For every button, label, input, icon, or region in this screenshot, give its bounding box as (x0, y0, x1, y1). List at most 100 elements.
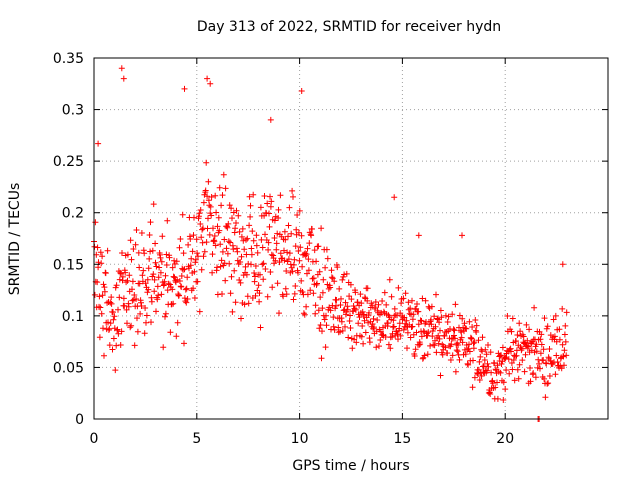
data-point (264, 293, 271, 300)
data-point (274, 230, 281, 237)
data-point (316, 325, 323, 332)
data-point (91, 291, 98, 298)
data-point (209, 269, 216, 276)
data-point (437, 307, 444, 314)
data-point (313, 258, 320, 265)
data-point (333, 297, 340, 303)
data-point (415, 308, 422, 315)
data-point (304, 245, 311, 252)
data-point (157, 254, 164, 261)
data-point (219, 248, 226, 255)
data-point (470, 357, 476, 364)
data-point (291, 290, 298, 297)
data-point (438, 314, 445, 321)
data-point (145, 286, 152, 293)
data-point (187, 262, 194, 269)
data-point (262, 231, 268, 238)
data-point (232, 225, 239, 232)
data-point (153, 263, 160, 270)
data-point (280, 293, 287, 300)
data-point (256, 298, 263, 305)
data-point (110, 309, 116, 316)
data-point (212, 242, 219, 249)
data-point (452, 335, 458, 342)
data-point (225, 220, 232, 227)
data-point (322, 264, 329, 271)
data-point (127, 324, 134, 331)
data-point (223, 245, 230, 252)
data-point (347, 325, 354, 331)
data-point (350, 308, 357, 315)
data-point (350, 303, 357, 309)
grid (94, 58, 608, 419)
data-point (547, 357, 554, 364)
data-point (268, 251, 275, 258)
data-point (462, 351, 469, 358)
data-point (514, 366, 521, 373)
data-point (374, 317, 381, 323)
data-point (508, 348, 514, 355)
data-point (370, 315, 377, 322)
data-point (143, 319, 149, 326)
data-point (562, 338, 569, 345)
data-point (118, 270, 125, 277)
data-point (450, 326, 457, 333)
data-point (148, 298, 155, 305)
data-point (295, 248, 302, 254)
data-point (337, 328, 344, 335)
data-point (262, 266, 269, 272)
data-point (203, 239, 210, 246)
data-point (108, 300, 115, 307)
data-point (424, 351, 431, 358)
data-point (505, 356, 512, 363)
data-point (100, 281, 107, 288)
data-point (296, 257, 303, 264)
data-point (259, 261, 266, 268)
data-point (463, 325, 470, 332)
data-point (165, 280, 172, 287)
data-point (476, 377, 483, 383)
data-point (232, 299, 239, 306)
data-point (218, 202, 225, 209)
y-tick-label: 0.1 (62, 309, 84, 325)
x-axis-label: GPS time / hours (292, 458, 409, 474)
data-point (327, 307, 334, 314)
data-point (387, 345, 394, 352)
data-point (145, 265, 152, 272)
data-point (248, 251, 255, 258)
data-point (300, 310, 307, 317)
y-tick-label: 0 (75, 412, 84, 428)
data-point (97, 249, 104, 256)
data-point (514, 332, 521, 338)
data-point (502, 355, 509, 361)
data-point (154, 296, 161, 303)
data-point (498, 352, 505, 359)
data-point (344, 306, 351, 313)
data-point (395, 336, 401, 343)
data-point (360, 340, 367, 347)
data-point (162, 313, 168, 320)
data-point (487, 391, 494, 397)
x-tick-label: 5 (192, 431, 201, 447)
data-point (206, 202, 213, 209)
data-point (483, 351, 490, 358)
data-point (484, 367, 491, 374)
data-point (359, 308, 366, 315)
data-point (481, 357, 488, 363)
data-point (304, 291, 311, 298)
data-point (334, 264, 341, 271)
data-point (513, 352, 520, 359)
data-point (298, 277, 305, 284)
data-point (282, 285, 289, 292)
data-point (286, 250, 293, 257)
data-point (435, 332, 442, 339)
data-point (162, 272, 169, 279)
data-point (352, 306, 359, 313)
data-point (214, 264, 220, 271)
data-point (247, 213, 254, 220)
data-point (92, 219, 99, 226)
data-point (174, 319, 181, 326)
data-point (180, 266, 187, 273)
x-tick-label: 15 (393, 431, 411, 447)
data-point (292, 283, 299, 289)
